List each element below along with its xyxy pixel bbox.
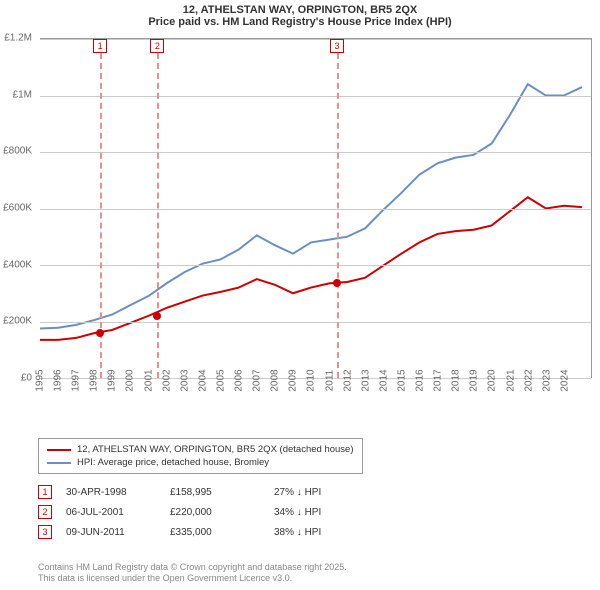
x-tick-label: 2012 (342, 369, 353, 391)
legend-label: 12, ATHELSTAN WAY, ORPINGTON, BR5 2QX (d… (77, 444, 354, 455)
x-tick-label: 1996 (53, 369, 64, 391)
x-axis: 1995199619971998199920002001200220032004… (40, 336, 592, 386)
legend-swatch (47, 449, 71, 451)
legend-row: HPI: Average price, detached house, Brom… (47, 456, 354, 469)
title-subtitle: Price paid vs. HM Land Registry's House … (0, 16, 600, 28)
x-tick-label: 1998 (89, 369, 100, 391)
sale-badge: 1 (38, 485, 52, 499)
y-gridline (40, 265, 591, 266)
sale-date: 30-APR-1998 (66, 487, 156, 498)
x-tick-label: 2023 (541, 369, 552, 391)
chart-area: £0£200K£400K£600K£800K£1M£1.2M 123 19951… (40, 38, 592, 378)
x-tick-label: 2021 (505, 369, 516, 391)
marker-dot (333, 279, 341, 287)
marker-badge: 3 (330, 39, 344, 53)
x-tick-label: 2019 (469, 369, 480, 391)
y-axis: £0£200K£400K£600K£800K£1M£1.2M (0, 38, 36, 378)
sale-diff: 34% ↓ HPI (274, 507, 364, 518)
sale-date: 09-JUN-2011 (66, 527, 156, 538)
sale-price: £335,000 (170, 527, 260, 538)
sale-diff: 27% ↓ HPI (274, 487, 364, 498)
title-address: 12, ATHELSTAN WAY, ORPINGTON, BR5 2QX (0, 4, 600, 16)
x-tick-label: 2011 (324, 370, 335, 392)
x-tick-label: 2013 (360, 369, 371, 391)
sales-table: 1 30-APR-1998 £158,995 27% ↓ HPI 2 06-JUL-200… (38, 482, 364, 542)
chart-title: 12, ATHELSTAN WAY, ORPINGTON, BR5 2QX Pr… (0, 0, 600, 30)
y-tick-label: £400K (3, 259, 32, 270)
x-tick-label: 2018 (451, 369, 462, 391)
marker-badge: 2 (150, 39, 164, 53)
legend-swatch (47, 462, 71, 464)
attribution-line2: This data is licensed under the Open Gov… (38, 573, 347, 584)
x-tick-label: 2016 (415, 369, 426, 391)
x-tick-label: 2002 (161, 369, 172, 391)
x-tick-label: 1995 (35, 369, 46, 391)
sale-diff: 38% ↓ HPI (274, 527, 364, 538)
x-tick-label: 2014 (378, 369, 389, 391)
marker-vline (157, 53, 159, 378)
sale-badge: 3 (38, 525, 52, 539)
x-tick-label: 2006 (234, 369, 245, 391)
y-gridline (40, 209, 591, 210)
x-tick-label: 2024 (559, 369, 570, 391)
plot-region: 1 2 3 (40, 38, 592, 378)
x-tick-label: 2001 (143, 369, 154, 391)
legend-row: 12, ATHELSTAN WAY, ORPINGTON, BR5 2QX (d… (47, 443, 354, 456)
attribution: Contains HM Land Registry data © Crown c… (38, 562, 347, 584)
sale-row: 3 09-JUN-2011 £335,000 38% ↓ HPI (38, 522, 364, 542)
marker-dot (153, 312, 161, 320)
x-tick-label: 2015 (396, 369, 407, 391)
marker-badge: 1 (93, 39, 107, 53)
x-tick-label: 2003 (179, 369, 190, 391)
x-tick-label: 2004 (197, 369, 208, 391)
y-gridline (40, 39, 591, 40)
sale-row: 2 06-JUL-2001 £220,000 34% ↓ HPI (38, 502, 364, 522)
y-tick-label: £800K (3, 146, 32, 157)
sale-price: £158,995 (170, 487, 260, 498)
x-tick-label: 2007 (252, 369, 263, 391)
series-hpi (40, 84, 582, 328)
x-tick-label: 2005 (215, 369, 226, 391)
legend-label: HPI: Average price, detached house, Brom… (77, 457, 269, 468)
x-tick-label: 2009 (288, 369, 299, 391)
sale-row: 1 30-APR-1998 £158,995 27% ↓ HPI (38, 482, 364, 502)
y-tick-label: £1.2M (4, 33, 32, 44)
x-tick-label: 2008 (270, 369, 281, 391)
x-tick-label: 1997 (71, 369, 82, 391)
x-tick-label: 2020 (487, 369, 498, 391)
x-tick-label: 2017 (433, 369, 444, 391)
x-tick-label: 2000 (125, 369, 136, 391)
y-gridline (40, 322, 591, 323)
sale-date: 06-JUL-2001 (66, 507, 156, 518)
x-tick-label: 1999 (107, 369, 118, 391)
y-gridline (40, 152, 591, 153)
marker-vline (337, 53, 339, 378)
y-tick-label: £200K (3, 316, 32, 327)
y-tick-label: £0 (21, 373, 32, 384)
x-tick-label: 2010 (306, 369, 317, 391)
series-price_paid (40, 197, 582, 340)
y-tick-label: £1M (13, 89, 32, 100)
y-tick-label: £600K (3, 203, 32, 214)
x-tick-label: 2022 (523, 369, 534, 391)
legend: 12, ATHELSTAN WAY, ORPINGTON, BR5 2QX (d… (38, 438, 363, 474)
sale-badge: 2 (38, 505, 52, 519)
sale-price: £220,000 (170, 507, 260, 518)
y-gridline (40, 96, 591, 97)
attribution-line1: Contains HM Land Registry data © Crown c… (38, 562, 347, 573)
